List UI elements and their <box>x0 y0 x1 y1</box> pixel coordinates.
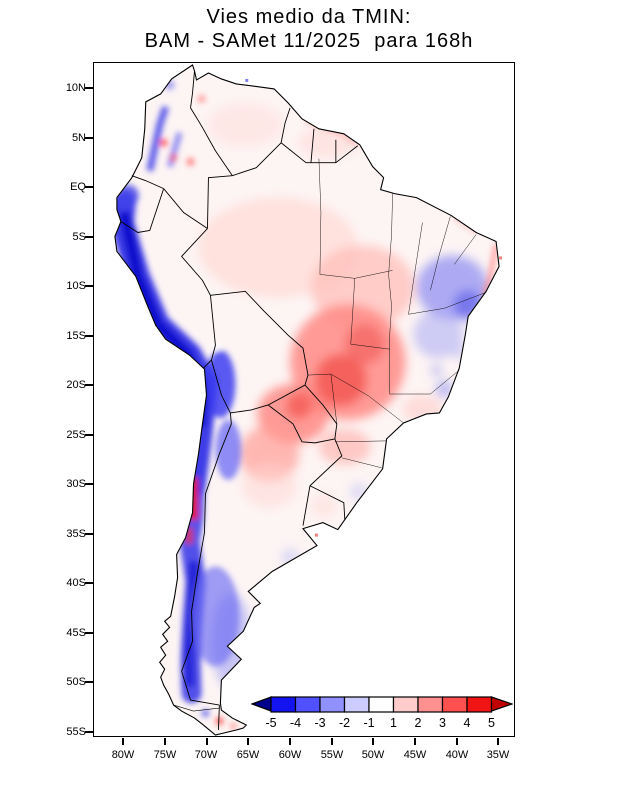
colorbar-swatch <box>392 696 419 713</box>
lon-tick <box>206 738 208 745</box>
lat-label: 30S <box>66 478 86 490</box>
colorbar-tick-label: -5 <box>265 716 276 730</box>
lat-label: 55S <box>66 726 86 738</box>
colorbar-tick-label: -3 <box>314 716 325 730</box>
lat-label: 35S <box>66 528 86 540</box>
lon-label: 45W <box>403 749 427 761</box>
lon-label: 80W <box>111 749 135 761</box>
lon-label: 60W <box>278 749 302 761</box>
lon-tick <box>247 738 249 745</box>
lon-label: 50W <box>361 749 385 761</box>
sea-speckles <box>245 78 503 537</box>
lat-tick <box>85 285 93 287</box>
colorbar-tick-label: 5 <box>488 716 495 730</box>
lat-tick <box>85 483 93 485</box>
colorbar-swatch <box>466 696 493 713</box>
colorbar-tick-label: 1 <box>390 716 397 730</box>
lon-label: 70W <box>194 749 218 761</box>
lat-tick <box>85 434 93 436</box>
colorbar-tick-label: -1 <box>363 716 374 730</box>
lon-label: 35W <box>486 749 510 761</box>
colorbar-tick-labels: -5 -4 -3 -2 -1 1 2 3 4 5 <box>265 716 495 730</box>
lat-label: 15S <box>66 330 86 342</box>
lat-label: 5N <box>71 132 86 144</box>
lat-tick <box>85 87 93 89</box>
lat-tick <box>85 384 93 386</box>
lat-tick <box>85 335 93 337</box>
lat-label: 40S <box>66 577 86 589</box>
lat-label: 10S <box>66 280 86 292</box>
colorbar-swatch <box>417 696 444 713</box>
colorbar-swatch <box>294 696 321 713</box>
lat-tick <box>85 236 93 238</box>
state-borders <box>307 158 487 469</box>
lat-label: 20S <box>66 379 86 391</box>
colorbar-swatch <box>441 696 468 713</box>
colorbar-swatch <box>319 696 346 713</box>
chart-title: Vies medio da TMIN: BAM - SAMet 11/2025 … <box>0 5 618 53</box>
lon-tick <box>331 738 333 745</box>
magellan-strait <box>173 704 220 712</box>
colorbar-tick-label: 4 <box>464 716 471 730</box>
lon-label: 75W <box>153 749 177 761</box>
lon-tick <box>414 738 416 745</box>
lat-label: EQ <box>70 181 86 193</box>
colorbar-tick-label: -2 <box>339 716 350 730</box>
colorbar-tick-label: -4 <box>290 716 301 730</box>
colorbar-swatches <box>251 696 513 713</box>
lon-label: 55W <box>320 749 344 761</box>
lon-tick <box>164 738 166 745</box>
chart-title-line1: Vies medio da TMIN: <box>206 6 412 28</box>
lat-label: 25S <box>66 429 86 441</box>
map-frame: -5 -4 -3 -2 -1 1 2 3 4 5 <box>93 62 515 737</box>
lat-tick <box>85 533 93 535</box>
lat-tick <box>85 681 93 683</box>
coastline <box>114 64 500 736</box>
lon-label: 40W <box>445 749 469 761</box>
colorbar-swatch <box>368 696 395 713</box>
lon-tick <box>372 738 374 745</box>
lon-tick <box>122 738 124 745</box>
bias-field <box>114 64 500 736</box>
lat-label: 5S <box>72 231 86 243</box>
colorbar-arrow-left <box>251 696 272 712</box>
lat-tick <box>85 731 93 733</box>
colorbar: -5 -4 -3 -2 -1 1 2 3 4 5 <box>251 696 513 730</box>
lat-tick <box>85 137 93 139</box>
lat-tick <box>85 582 93 584</box>
lat-label: 10N <box>65 82 86 94</box>
lon-label: 65W <box>236 749 260 761</box>
colorbar-arrow-right <box>490 696 513 712</box>
lat-label: 45S <box>66 627 86 639</box>
country-borders <box>120 70 359 731</box>
colorbar-swatch <box>343 696 370 713</box>
colorbar-tick-label: 2 <box>415 716 422 730</box>
lat-tick <box>85 186 93 188</box>
lat-tick <box>85 632 93 634</box>
south-america-bias-map <box>114 64 503 736</box>
lon-tick <box>497 738 499 745</box>
lat-label: 50S <box>66 676 86 688</box>
colorbar-tick-label: 3 <box>439 716 446 730</box>
lon-tick <box>456 738 458 745</box>
lon-tick <box>289 738 291 745</box>
chart-title-line2: BAM - SAMet 11/2025 para 168h <box>144 30 474 52</box>
colorbar-swatch <box>270 696 297 713</box>
